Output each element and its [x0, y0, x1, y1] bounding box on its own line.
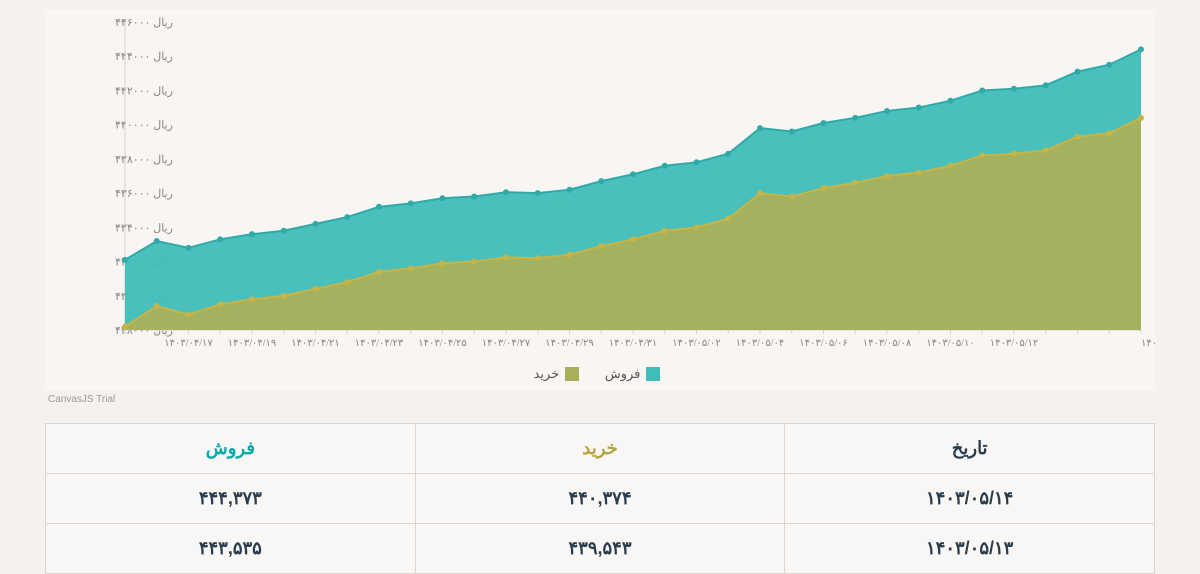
svg-text:ريال ۴۴۴۰۰۰: ريال ۴۴۴۰۰۰	[115, 51, 173, 63]
svg-text:۱۴۰۳/۰۴/۲۳: ۱۴۰۳/۰۴/۲۳	[355, 338, 404, 349]
svg-text:ريال ۴۴۶۰۰۰: ريال ۴۴۶۰۰۰	[115, 17, 173, 29]
svg-text:۱۴۰۳/۰۵/۰۴: ۱۴۰۳/۰۵/۰۴	[736, 338, 785, 349]
svg-text:۱۴۰۳/۰۴/۲۷: ۱۴۰۳/۰۴/۲۷	[482, 338, 531, 349]
col-sell: فروش	[46, 424, 416, 474]
legend-buy-label: خرید	[534, 366, 560, 382]
chart-credit: CanvasJS Trial	[48, 394, 1200, 405]
chart-svg: ريال ۴۲۸۰۰۰ريال ۴۳۰۰۰۰ريال ۴۳۲۰۰۰ريال ۴۳…	[45, 10, 1155, 360]
svg-text:۱۴۰۳/۰۵/۰۸: ۱۴۰۳/۰۵/۰۸	[863, 338, 912, 349]
svg-text:۱۴۰۳/۰۵/۱۲: ۱۴۰۳/۰۵/۱۲	[990, 338, 1039, 349]
svg-text:۱۴۰۳/۰۵/۱۰: ۱۴۰۳/۰۵/۱۰	[926, 338, 975, 349]
table-body: ۱۴۰۳/۰۵/۱۴۴۴۰,۳۷۴۴۴۴,۳۷۳۱۴۰۳/۰۵/۱۳۴۳۹,۵۴…	[46, 474, 1155, 574]
svg-text:ريال ۴۴۲۰۰۰: ريال ۴۴۲۰۰۰	[115, 85, 173, 97]
legend-chip-sell	[646, 367, 660, 381]
col-date: تاریخ	[785, 424, 1155, 474]
svg-text:۱۴۰۳/۰۵/۰۶: ۱۴۰۳/۰۵/۰۶	[799, 338, 848, 349]
svg-text:۱۴۰۳/۰۴/۲۱: ۱۴۰۳/۰۴/۲۱	[291, 338, 340, 349]
cell-date: ۱۴۰۳/۰۵/۱۳	[785, 524, 1155, 574]
chart-legend: فروش خرید	[45, 360, 1155, 390]
cell-sell: ۴۴۳,۵۳۵	[46, 524, 416, 574]
svg-text:۱۴۰۳/۰۴/۳۱: ۱۴۰۳/۰۴/۳۱	[609, 338, 658, 349]
svg-text:ريال ۴۴۰۰۰۰: ريال ۴۴۰۰۰۰	[115, 120, 173, 132]
table-row: ۱۴۰۳/۰۵/۱۳۴۳۹,۵۴۳۴۴۳,۵۳۵	[46, 524, 1155, 574]
col-buy: خرید	[415, 424, 785, 474]
cell-buy: ۴۳۹,۵۴۳	[415, 524, 785, 574]
table-header-row: تاریخ خرید فروش	[46, 424, 1155, 474]
svg-text:ريال ۴۳۶۰۰۰: ريال ۴۳۶۰۰۰	[115, 188, 173, 200]
svg-text:۱۴۰۳/۰۴/۲۵: ۱۴۰۳/۰۴/۲۵	[418, 338, 467, 349]
svg-text:۱۴۰۳/۰۴/۱۹: ۱۴۰۳/۰۴/۱۹	[228, 338, 277, 349]
svg-text:۱۴۰۳/۰۴/۲۹: ۱۴۰۳/۰۴/۲۹	[545, 338, 594, 349]
price-chart: ريال ۴۲۸۰۰۰ريال ۴۳۰۰۰۰ريال ۴۳۲۰۰۰ريال ۴۳…	[45, 10, 1155, 360]
legend-sell-label: فروش	[605, 366, 641, 382]
price-table: تاریخ خرید فروش ۱۴۰۳/۰۵/۱۴۴۴۰,۳۷۴۴۴۴,۳۷۳…	[45, 423, 1155, 574]
cell-date: ۱۴۰۳/۰۵/۱۴	[785, 474, 1155, 524]
svg-text:۱۴۰۳/۰۴/۱۷: ۱۴۰۳/۰۴/۱۷	[164, 338, 213, 349]
svg-text:ريال ۴۳۸۰۰۰: ريال ۴۳۸۰۰۰	[115, 154, 173, 166]
cell-sell: ۴۴۴,۳۷۳	[46, 474, 416, 524]
table-row: ۱۴۰۳/۰۵/۱۴۴۴۰,۳۷۴۴۴۴,۳۷۳	[46, 474, 1155, 524]
svg-text:۱۴۰۳/۰۵/۱۴: ۱۴۰۳/۰۵/۱۴	[1141, 338, 1155, 349]
legend-chip-buy	[565, 367, 579, 381]
cell-buy: ۴۴۰,۳۷۴	[415, 474, 785, 524]
legend-sell[interactable]: فروش	[605, 366, 667, 382]
svg-text:ريال ۴۳۴۰۰۰: ريال ۴۳۴۰۰۰	[115, 222, 173, 234]
legend-buy[interactable]: خرید	[534, 366, 586, 382]
svg-text:۱۴۰۳/۰۵/۰۲: ۱۴۰۳/۰۵/۰۲	[672, 338, 721, 349]
